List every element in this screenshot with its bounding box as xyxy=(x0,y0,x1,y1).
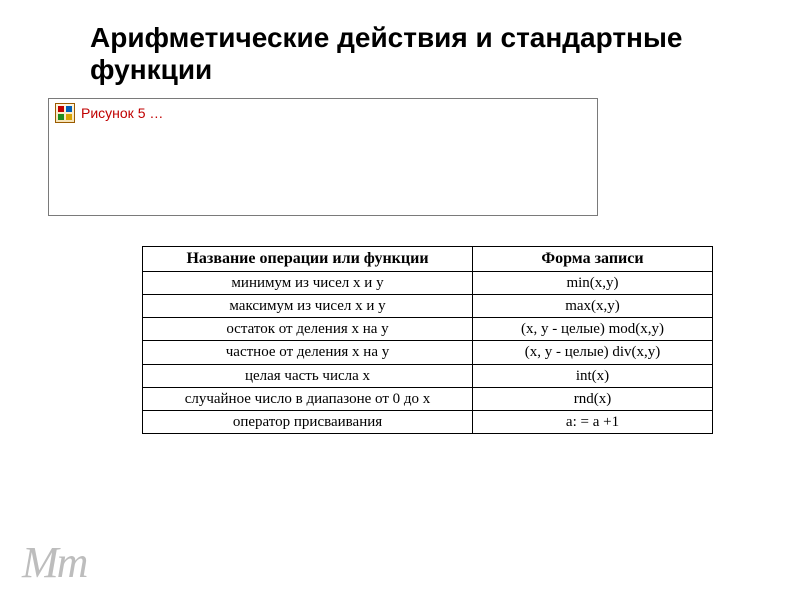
table-row: минимум из чисел x и y min(x,y) xyxy=(143,271,713,294)
table-header-form: Форма записи xyxy=(473,247,713,272)
table-cell-name: случайное число в диапазоне от 0 до x xyxy=(143,387,473,410)
table-row: случайное число в диапазоне от 0 до x rn… xyxy=(143,387,713,410)
table-row: остаток от деления x на y (x, y - целые)… xyxy=(143,318,713,341)
table-header-row: Название операции или функции Форма запи… xyxy=(143,247,713,272)
table-cell-name: остаток от деления x на y xyxy=(143,318,473,341)
table-row: оператор присваивания a: = a +1 xyxy=(143,411,713,434)
image-placeholder-label: Рисунок 5 … xyxy=(81,105,163,121)
broken-image-icon xyxy=(55,103,75,123)
table-header-name: Название операции или функции xyxy=(143,247,473,272)
image-placeholder-header: Рисунок 5 … xyxy=(49,99,597,127)
functions-table: Название операции или функции Форма запи… xyxy=(142,246,713,434)
image-placeholder-box: Рисунок 5 … xyxy=(48,98,598,216)
monogram-watermark: Mm xyxy=(22,537,86,588)
table-cell-form: (x, y - целые) mod(x,y) xyxy=(473,318,713,341)
table-cell-name: целая часть числа x xyxy=(143,364,473,387)
table-row: целая часть числа x int(x) xyxy=(143,364,713,387)
table-row: частное от деления x на y (x, y - целые)… xyxy=(143,341,713,364)
table-cell-form: (x, y - целые) div(x,y) xyxy=(473,341,713,364)
table-row: максимум из чисел x и y max(x,y) xyxy=(143,294,713,317)
slide-title: Арифметические действия и стандартные фу… xyxy=(90,22,710,86)
table-cell-name: частное от деления x на y xyxy=(143,341,473,364)
table-cell-form: min(x,y) xyxy=(473,271,713,294)
table-cell-form: max(x,y) xyxy=(473,294,713,317)
table-cell-name: оператор присваивания xyxy=(143,411,473,434)
table-cell-form: int(x) xyxy=(473,364,713,387)
table-cell-name: максимум из чисел x и y xyxy=(143,294,473,317)
table-cell-form: a: = a +1 xyxy=(473,411,713,434)
slide: Арифметические действия и стандартные фу… xyxy=(0,0,800,600)
table-cell-form: rnd(x) xyxy=(473,387,713,410)
table-cell-name: минимум из чисел x и y xyxy=(143,271,473,294)
